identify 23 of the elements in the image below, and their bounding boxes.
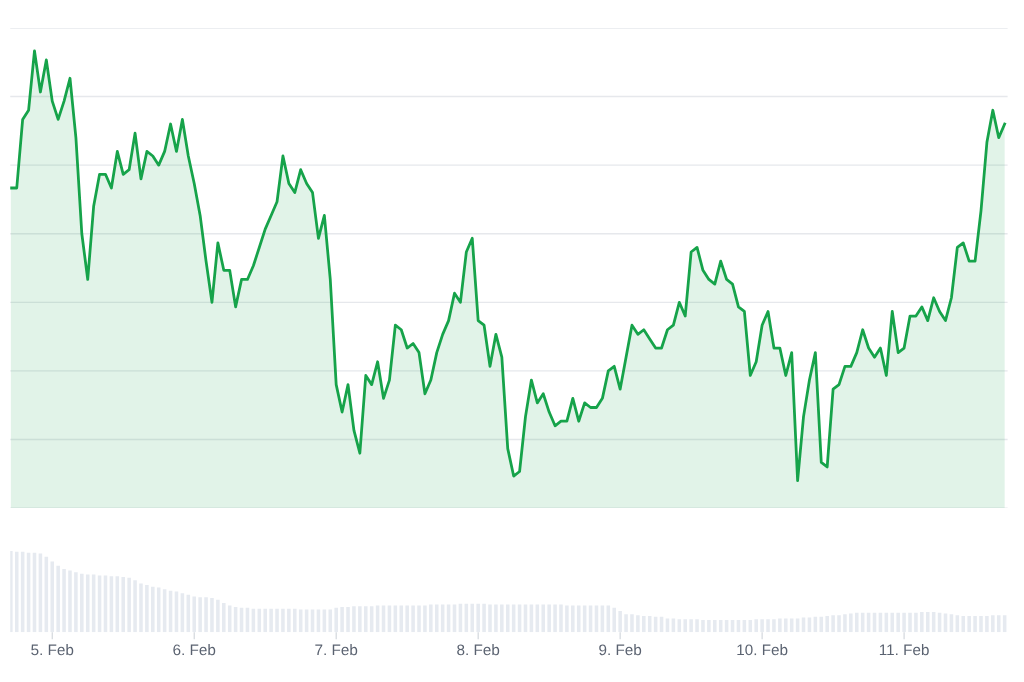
bar	[363, 606, 368, 633]
x-tick-label: 8. Feb	[457, 644, 500, 656]
bar	[399, 605, 404, 633]
bar	[85, 574, 90, 633]
bar	[50, 561, 55, 633]
bar	[996, 615, 1001, 633]
bar	[434, 604, 439, 633]
x-tick-label: 5. Feb	[31, 644, 74, 656]
x-tick-label: 9. Feb	[599, 644, 642, 656]
bar	[14, 551, 19, 633]
bar	[890, 612, 895, 633]
x-tick-label: 11. Feb	[879, 644, 929, 656]
bar	[961, 615, 966, 633]
x-tick-label: 7. Feb	[315, 644, 358, 656]
bar	[470, 603, 475, 633]
bar	[576, 605, 581, 633]
bar	[505, 604, 510, 633]
x-tick-label: 10. Feb	[737, 644, 788, 656]
bar	[925, 611, 930, 633]
bar	[854, 612, 859, 633]
bar	[541, 604, 546, 633]
x-tick-label: 6. Feb	[173, 644, 216, 656]
bar	[819, 616, 824, 633]
